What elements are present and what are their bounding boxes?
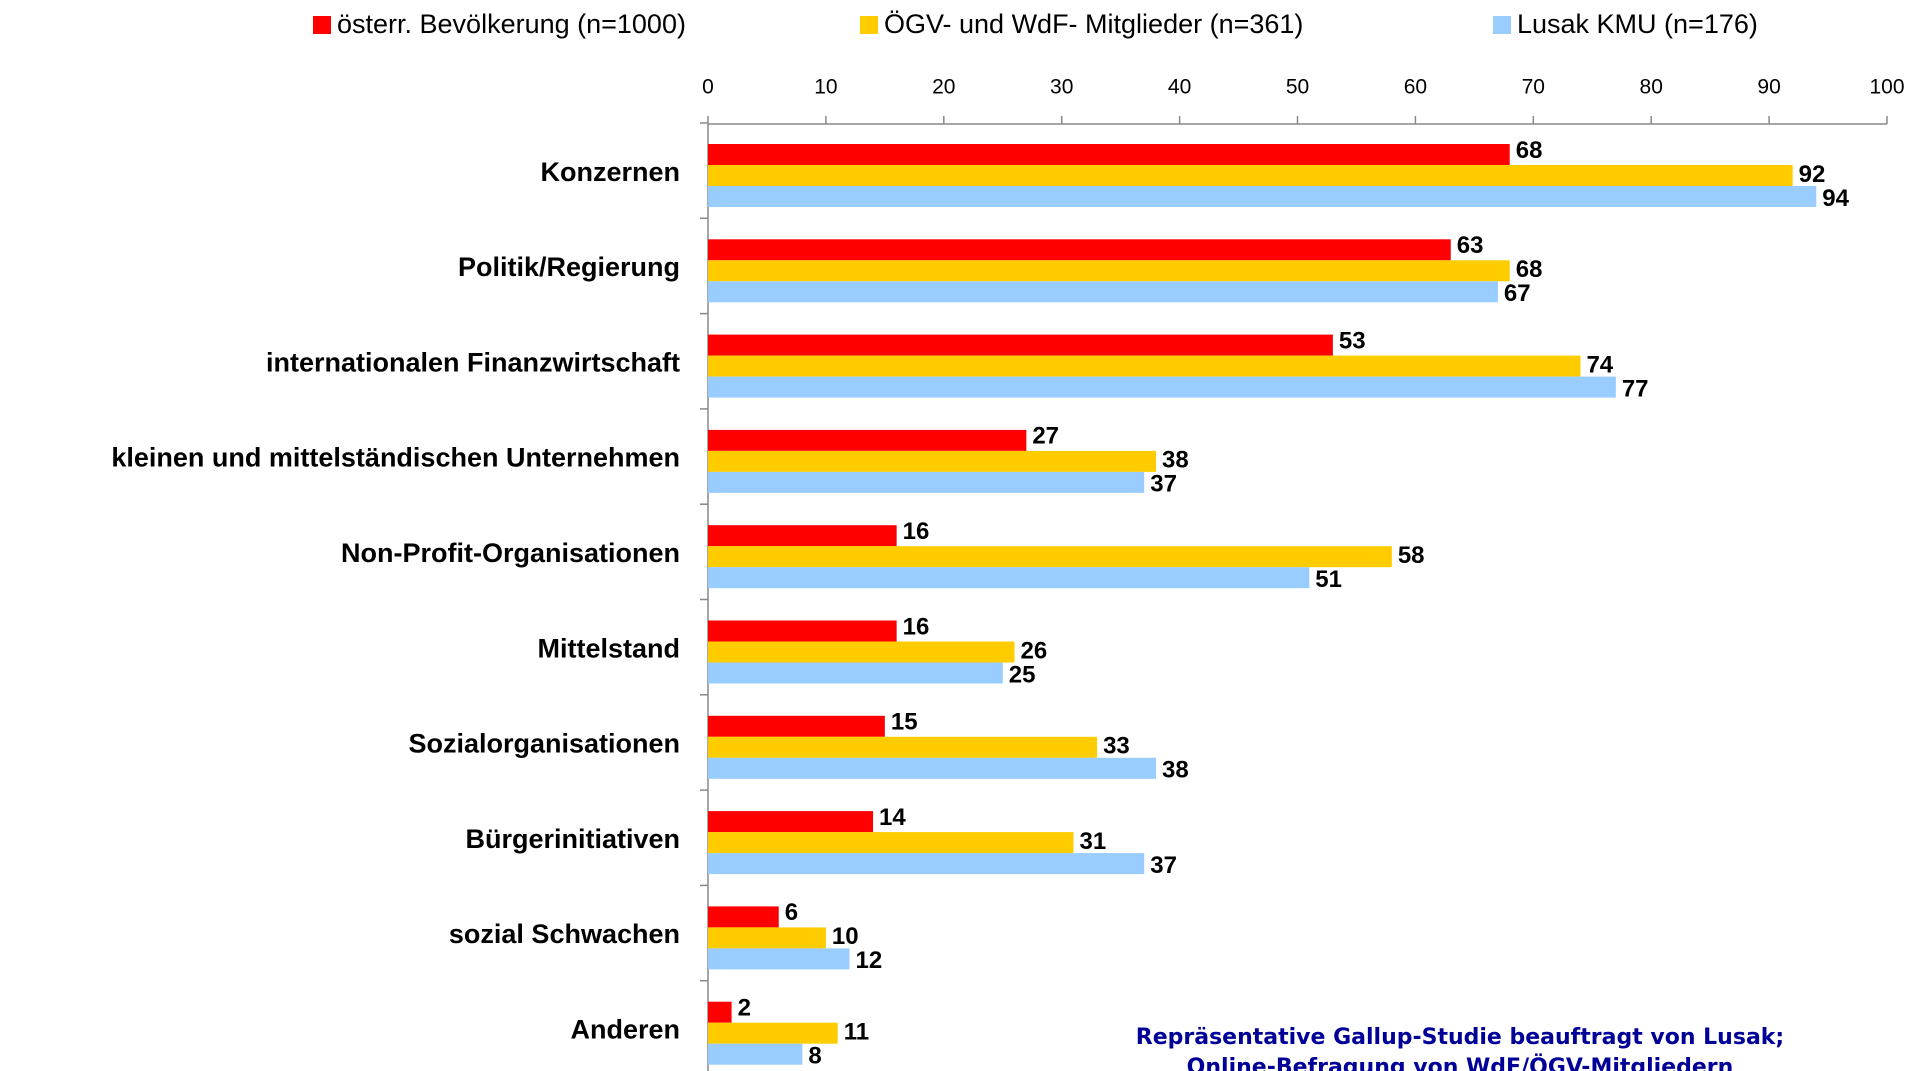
- bar: [708, 641, 1015, 663]
- legend-swatch: [313, 16, 331, 34]
- x-tick-label: 80: [1640, 76, 1663, 99]
- y-tick-label: Non-Profit-Organisationen: [341, 538, 680, 568]
- bar: [708, 260, 1510, 282]
- bar: [708, 567, 1310, 589]
- y-tick-label: Sozialorganisationen: [408, 729, 680, 759]
- value-label: 27: [1032, 423, 1059, 450]
- bar: [708, 948, 850, 970]
- bar: [708, 620, 897, 642]
- value-label: 25: [1009, 661, 1036, 688]
- value-label: 33: [1103, 733, 1130, 760]
- x-tick-label: 70: [1522, 76, 1545, 99]
- x-tick-label: 20: [932, 76, 955, 99]
- bar: [708, 376, 1616, 398]
- value-label: 10: [832, 923, 859, 950]
- value-label: 51: [1315, 566, 1342, 593]
- bar: [708, 546, 1392, 568]
- bar: [708, 832, 1074, 854]
- value-label: 16: [903, 613, 930, 640]
- bar: [708, 165, 1793, 186]
- y-tick-label: kleinen und mittelständischen Unternehme…: [111, 443, 680, 473]
- x-tick-label: 40: [1168, 76, 1191, 99]
- bar: [708, 450, 1157, 472]
- bar: [708, 186, 1817, 207]
- x-tick-label: 30: [1050, 76, 1073, 99]
- x-tick-label: 0: [702, 76, 714, 99]
- value-label: 31: [1079, 828, 1106, 855]
- value-label: 26: [1021, 637, 1048, 664]
- bar: [708, 811, 874, 833]
- value-label: 14: [879, 804, 906, 831]
- y-tick-label: Politik/Regierung: [458, 252, 680, 282]
- value-label: 12: [855, 947, 882, 974]
- bar: [708, 1022, 838, 1044]
- legend-label: Lusak KMU (n=176): [1517, 9, 1758, 39]
- bar: [708, 906, 779, 928]
- value-label: 68: [1516, 256, 1543, 283]
- bar: [708, 144, 1510, 165]
- value-label: 77: [1622, 375, 1649, 402]
- bar: [708, 1043, 803, 1065]
- value-label: 16: [903, 518, 930, 545]
- value-label: 53: [1339, 327, 1366, 354]
- legend-label: österr. Bevölkerung (n=1000): [337, 9, 686, 39]
- y-tick-label: internationalen Finanzwirtschaft: [266, 347, 680, 377]
- bar: [708, 715, 885, 737]
- value-label: 6: [785, 899, 798, 926]
- x-tick-label: 10: [814, 76, 837, 99]
- value-label: 11: [844, 1019, 869, 1046]
- bar: [708, 471, 1145, 493]
- y-tick-label: Anderen: [570, 1014, 680, 1044]
- y-tick-label: Konzernen: [540, 157, 680, 187]
- annotation: Repräsentative Gallup-Studie beauftragt …: [1136, 1025, 1784, 1050]
- bar: [708, 525, 897, 547]
- value-label: 38: [1162, 447, 1189, 474]
- value-label: 8: [808, 1043, 821, 1070]
- bar: [708, 281, 1498, 303]
- value-label: 74: [1586, 351, 1613, 378]
- bar: [708, 355, 1581, 377]
- bar: [708, 239, 1451, 261]
- bar: [708, 1001, 732, 1023]
- y-tick-label: Bürgerinitiativen: [465, 824, 680, 854]
- value-label: 37: [1150, 852, 1177, 879]
- value-label: 37: [1150, 471, 1177, 498]
- value-label: 68: [1516, 137, 1543, 164]
- value-label: 67: [1504, 280, 1531, 307]
- y-tick-label: Mittelstand: [537, 633, 680, 663]
- bar: [708, 662, 1003, 684]
- x-tick-label: 50: [1286, 76, 1309, 99]
- bar: [708, 736, 1098, 758]
- value-label: 92: [1799, 161, 1826, 188]
- bar: [708, 927, 826, 949]
- x-tick-label: 100: [1869, 76, 1904, 99]
- bar: [708, 429, 1027, 451]
- value-label: 94: [1822, 185, 1849, 212]
- y-tick-label: sozial Schwachen: [449, 919, 680, 949]
- value-label: 2: [738, 995, 751, 1022]
- legend-label: ÖGV- und WdF- Mitglieder (n=361): [884, 9, 1303, 39]
- value-label: 15: [891, 709, 918, 736]
- x-tick-label: 60: [1404, 76, 1427, 99]
- bar: [708, 853, 1145, 875]
- annotation: Online-Befragung von WdF/ÖGV-Mitgliedern: [1187, 1054, 1734, 1071]
- bar: [708, 334, 1333, 356]
- value-label: 38: [1162, 757, 1189, 784]
- value-label: 58: [1398, 542, 1425, 569]
- value-label: 63: [1457, 232, 1484, 259]
- x-tick-label: 90: [1757, 76, 1780, 99]
- bar: [708, 757, 1157, 779]
- legend-swatch: [1493, 16, 1511, 34]
- legend-swatch: [860, 16, 878, 34]
